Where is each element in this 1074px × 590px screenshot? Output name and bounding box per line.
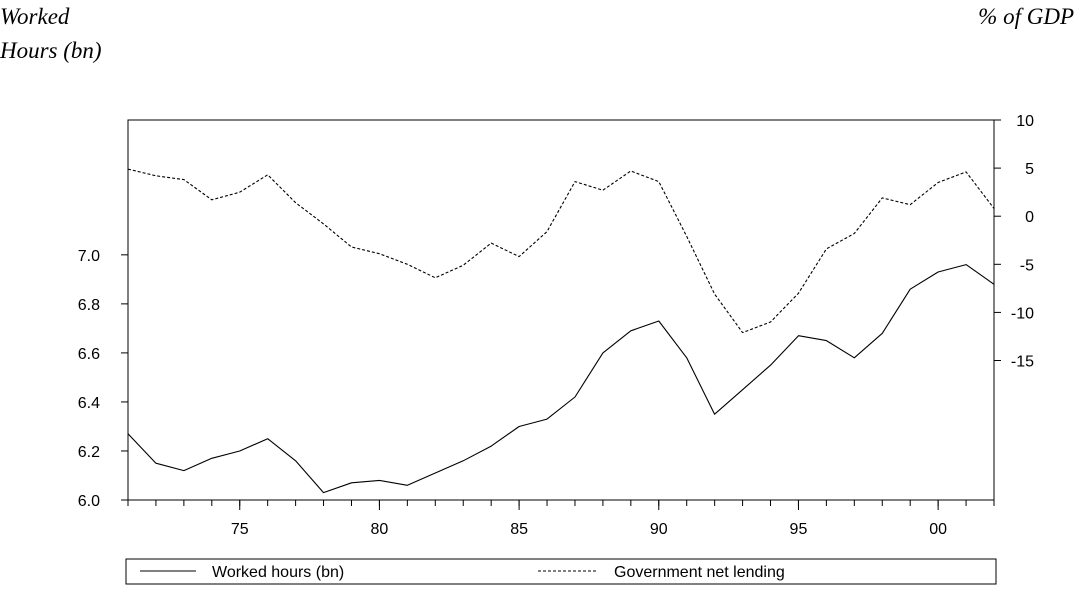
right-axis: 10 5 0 -5 -10 -15 (994, 113, 1034, 371)
left-axis-tick-label: 6.8 (78, 297, 100, 314)
right-axis-tick-label: 5 (1025, 161, 1034, 178)
right-axis-tick-label: -10 (1011, 305, 1034, 322)
left-axis-tick-label: 6.4 (78, 395, 100, 412)
left-axis-tick-label: 6.6 (78, 346, 100, 363)
x-axis-tick-label: 90 (650, 521, 668, 538)
legend-entry-label: Government net lending (614, 564, 785, 581)
worked-hours-line (127, 264, 995, 494)
legend-box (125, 558, 997, 585)
left-axis-title-line2: Hours (bn) (0, 38, 102, 63)
left-axis: 6.0 6.2 6.4 6.6 6.8 7.0 (78, 248, 128, 510)
x-axis-tick-label: 75 (231, 521, 249, 538)
right-axis-tick-label: 0 (1025, 209, 1034, 226)
right-axis-title: % of GDP (978, 4, 1074, 29)
x-axis: 75 80 85 90 95 00 (127, 500, 995, 538)
plot-frame (127, 119, 995, 501)
x-axis-tick-label: 80 (371, 521, 389, 538)
right-axis-tick-label: -5 (1020, 257, 1034, 274)
left-axis-tick-label: 7.0 (78, 248, 100, 265)
left-axis-title: Worked Hours (bn) (0, 0, 102, 68)
x-axis-tick-label: 85 (510, 521, 528, 538)
left-axis-tick-label: 6.0 (78, 493, 100, 510)
legend: Worked hours (bn) Government net lending (125, 558, 997, 585)
right-axis-tick-label: 10 (1016, 113, 1034, 130)
x-axis-tick-label: 95 (790, 521, 808, 538)
x-axis-tick-label: 00 (929, 521, 947, 538)
right-axis-tick-label: -15 (1011, 354, 1034, 371)
left-axis-title-line1: Worked (0, 4, 70, 29)
government-net-lending-line (127, 168, 995, 334)
left-axis-tick-label: 6.2 (78, 444, 100, 461)
legend-entry-label: Worked hours (bn) (212, 564, 344, 581)
series-layer (127, 168, 995, 494)
